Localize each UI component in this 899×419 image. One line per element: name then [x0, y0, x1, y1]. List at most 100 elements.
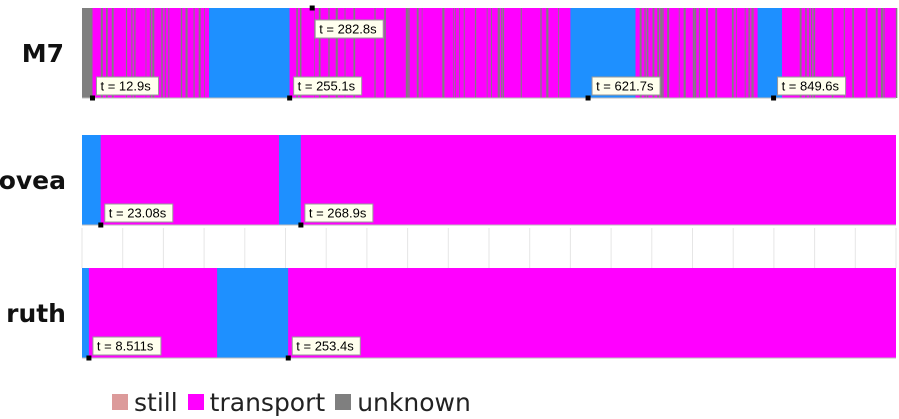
callout-label: t = 23.08s — [109, 206, 167, 221]
stripe-unknown — [667, 8, 670, 98]
stripe-unknown — [344, 8, 346, 98]
stripe-unknown — [678, 8, 680, 98]
timeline-row-1 — [82, 8, 898, 99]
timeline-row-3 — [82, 268, 897, 359]
stripe-unknown — [744, 8, 746, 98]
stripe-unknown — [193, 8, 195, 98]
legend-label-transport: transport — [209, 387, 326, 417]
segment-walk — [278, 135, 301, 225]
stripe-unknown — [831, 8, 834, 98]
stripe-unknown — [683, 8, 686, 98]
stripe-unknown — [106, 8, 108, 98]
legend-item-transport: transport — [187, 387, 326, 417]
callout-marker — [585, 95, 591, 101]
stripe-unknown — [694, 8, 697, 98]
stripe-unknown — [185, 8, 188, 98]
callout: t = 253.4s — [285, 336, 361, 361]
stripe-unknown — [644, 8, 646, 98]
stripe-unknown — [459, 8, 460, 98]
callout-label: t = 253.4s — [296, 339, 354, 354]
stripe-unknown — [491, 8, 492, 98]
stripe-unknown — [652, 8, 655, 98]
stripe-unknown — [145, 8, 147, 98]
stripe-unknown — [486, 8, 488, 98]
callout-box — [291, 336, 361, 356]
stripe-unknown — [811, 8, 813, 98]
callout-label: t = 12.9s — [101, 79, 152, 94]
stripe-unknown — [314, 8, 315, 98]
stripe-unknown — [546, 8, 549, 98]
stripe-unknown — [405, 8, 408, 98]
stripe-unknown — [809, 8, 810, 98]
stripe-unknown — [753, 8, 755, 98]
callout-box — [96, 76, 160, 96]
callout-marker — [90, 95, 96, 101]
legend-item-still: still — [112, 388, 178, 417]
stripe-unknown — [442, 8, 445, 98]
segment-transport — [300, 135, 896, 225]
stripe-unknown — [735, 8, 737, 98]
stripe-unknown — [540, 8, 542, 98]
stripe-unknown — [646, 8, 649, 98]
stripe-unknown — [751, 8, 753, 98]
time-callouts: t = 12.9s t = 255.1s t = 282.8s t = 621.7s t… — [86, 5, 847, 361]
callout-box — [104, 203, 174, 223]
stripe-unknown — [698, 8, 700, 98]
callout-marker — [86, 355, 92, 361]
stripe-unknown — [865, 8, 868, 98]
timeline-rows — [82, 8, 898, 359]
stripe-unknown — [149, 8, 152, 98]
segment-walk — [208, 8, 290, 98]
stripe-unknown — [875, 8, 878, 98]
callout-marker — [309, 5, 315, 11]
stripe-unknown — [454, 8, 456, 98]
stripe-unknown — [125, 8, 128, 98]
background-grid — [81, 228, 897, 268]
stripe-unknown — [813, 8, 816, 98]
stripe-unknown — [168, 8, 170, 98]
segment-unknown — [82, 8, 93, 98]
stripe-unknown — [328, 8, 330, 98]
stripe-unknown — [474, 8, 477, 98]
stripe-unknown — [520, 8, 522, 98]
legend-swatch-still — [112, 394, 128, 410]
callout: t = 621.7s — [585, 76, 661, 101]
stripe-unknown — [497, 8, 500, 98]
callout-label: t = 8.511s — [97, 339, 154, 354]
stripe-unknown — [880, 8, 883, 98]
stripe-unknown — [501, 8, 503, 98]
stripe-unknown — [895, 8, 898, 98]
stripe-unknown — [883, 8, 885, 98]
legend-label-still: still — [134, 387, 178, 417]
stripe-unknown — [421, 8, 423, 98]
stripe-unknown — [299, 8, 302, 98]
callout: t = 23.08s — [98, 203, 174, 228]
callout-label: t = 621.7s — [596, 79, 654, 94]
stripe-unknown — [463, 8, 465, 98]
stripe-unknown — [384, 8, 386, 98]
callout: t = 849.6s — [771, 76, 847, 101]
callout-box — [591, 76, 661, 96]
stripe-unknown — [164, 8, 166, 98]
stripe-unknown — [296, 8, 298, 98]
callout: t = 282.8s — [309, 5, 384, 39]
stripe-unknown — [805, 8, 807, 98]
callout-marker — [298, 222, 304, 228]
stripe-unknown — [558, 8, 560, 98]
callout-box — [293, 76, 363, 96]
stripe-unknown — [353, 8, 356, 98]
stripe-unknown — [705, 8, 709, 98]
callout-box — [314, 19, 384, 39]
segment-walk — [82, 268, 89, 358]
stripe-unknown — [502, 8, 505, 98]
stripe-unknown — [161, 8, 163, 98]
callout: t = 12.9s — [90, 76, 160, 101]
stripe-unknown — [731, 8, 734, 98]
timeline-row-2 — [82, 135, 896, 226]
stripe-unknown — [318, 8, 321, 98]
row-label-1: M7 — [22, 39, 64, 68]
callout-label: t = 849.6s — [782, 79, 840, 94]
stripe-unknown — [134, 8, 136, 98]
stripe-unknown — [748, 8, 750, 98]
